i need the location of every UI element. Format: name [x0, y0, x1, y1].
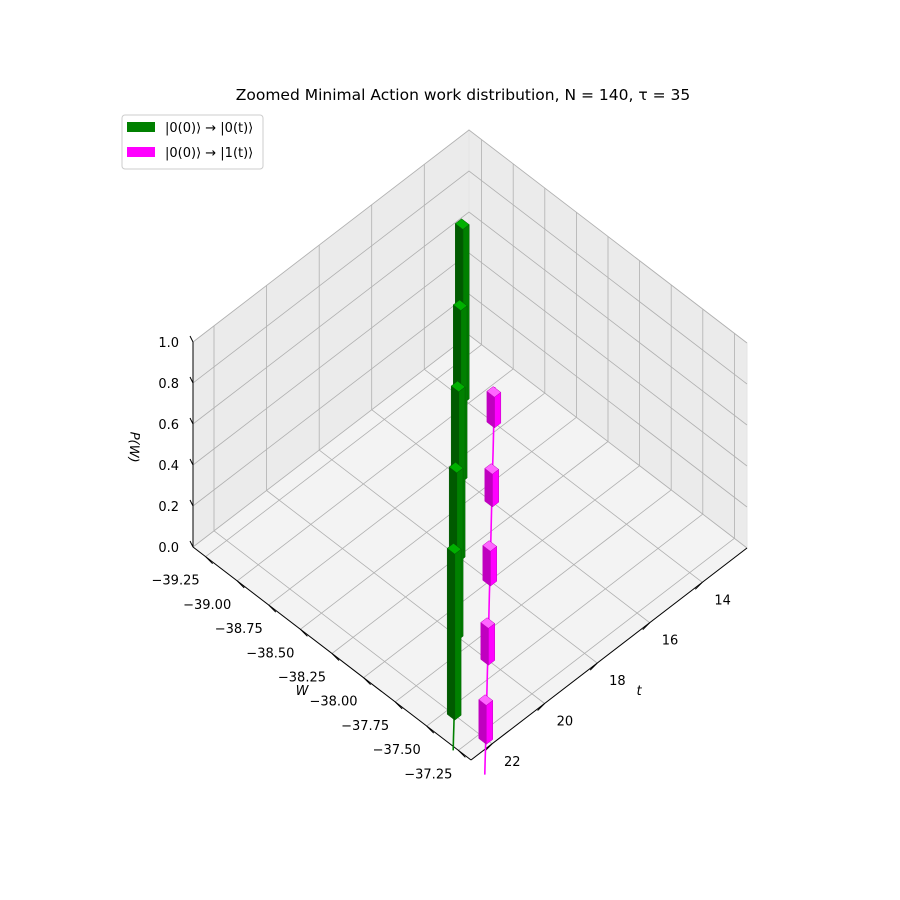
- p-tick-label: 1.0: [158, 336, 179, 351]
- z-axis-label: P(W): [125, 431, 141, 462]
- p-tick-label: 0.0: [158, 541, 179, 556]
- bar-series1-t16-front: [492, 468, 499, 508]
- p-tick-label: 0.2: [158, 500, 179, 515]
- t-tick-label: 18: [609, 674, 626, 689]
- gridline-p: [192, 170, 748, 385]
- w-tick: [331, 653, 340, 661]
- legend-swatch-excited: [127, 147, 155, 157]
- w-tick-label: −39.00: [183, 598, 231, 613]
- w-tick: [458, 749, 466, 758]
- p-tick-label: 0.8: [158, 377, 179, 392]
- t-tick: [642, 622, 651, 631]
- legend-frame: [121, 114, 264, 170]
- t-tick-label: 20: [557, 714, 574, 729]
- w-tick-label: −37.25: [404, 767, 452, 782]
- w-tick: [394, 701, 403, 710]
- bar-series1-t14-top: [486, 386, 502, 398]
- bar-series1-t20-side: [480, 621, 489, 666]
- p-tick: [189, 458, 194, 466]
- bar-series1-t16-side: [484, 467, 493, 508]
- w-tick-label: −38.75: [215, 622, 263, 637]
- bar-series0-t22-side: [446, 547, 456, 721]
- w-tick: [236, 580, 245, 589]
- w-tick: [268, 604, 277, 613]
- w-tick-label: −37.50: [373, 743, 421, 758]
- w-tick: [205, 556, 213, 565]
- axes-labels: −39.25 −39.00 −38.75 −38.50 −38.25 −38.00 −37.…: [152, 336, 731, 782]
- gridline-p: [192, 129, 748, 344]
- w-tick-label: −38.25: [278, 671, 326, 686]
- p-tick: [189, 376, 194, 384]
- t-tick: [589, 662, 598, 671]
- bar-series0-t18-top: [450, 380, 466, 393]
- t-tick-label: 22: [504, 755, 521, 770]
- t-tick-label: 16: [662, 634, 679, 649]
- w-tick-label: −39.25: [152, 574, 200, 589]
- p-tick: [189, 417, 194, 425]
- legend: |0(0)⟩ → |0(t)⟩ |0(0)⟩ → |1(t)⟩: [121, 114, 264, 170]
- y-axis-label: t: [636, 684, 642, 699]
- bar-series1-t14-front: [494, 391, 502, 429]
- legend-label-excited: |0(0)⟩ → |1(t)⟩: [165, 146, 253, 161]
- p-tick-label: 0.4: [158, 459, 179, 474]
- chart-title: Zoomed Minimal Action work distribution,…: [236, 86, 691, 104]
- t-tick-label: 14: [714, 593, 731, 608]
- w-tick: [426, 725, 435, 734]
- bar-series1-t22-top: [478, 694, 494, 706]
- bar-series1-t18-side: [482, 544, 491, 587]
- bar-series1-t22-front: [486, 699, 493, 745]
- bar-series0-t16-top: [452, 299, 468, 311]
- p-tick: [189, 499, 194, 507]
- bar-series0-t20-top: [448, 461, 464, 474]
- gridline-p: [192, 211, 748, 426]
- bar-series0-t22-top: [446, 543, 462, 555]
- x-axis-label: W: [296, 684, 310, 699]
- w-tick-label: −37.75: [341, 719, 389, 734]
- bar-series1-t14-side: [486, 390, 495, 429]
- w-tick: [363, 677, 371, 686]
- bar-series0-t14-top: [454, 218, 470, 230]
- w-tick: [300, 628, 308, 637]
- bar-series1-t20-front: [488, 622, 495, 666]
- data-marks: [446, 218, 502, 775]
- t-tick: [694, 581, 703, 590]
- bar-series1-t18-top: [482, 540, 498, 552]
- bar-series1-t16-top: [484, 463, 500, 475]
- p-tick: [189, 335, 194, 343]
- p-tick-label: 0.6: [158, 418, 179, 433]
- w-tick-label: −38.00: [309, 695, 357, 710]
- legend-swatch-ground: [127, 122, 155, 132]
- axes-lines: [189, 335, 748, 761]
- bar-series1-t22-side: [478, 699, 487, 745]
- w-tick-label: −38.50: [246, 646, 294, 661]
- bar-series1-t20-top: [480, 617, 496, 629]
- t-tick: [537, 703, 545, 711]
- bar-series1-t18-front: [490, 545, 497, 587]
- legend-label-ground: |0(0)⟩ → |0(t)⟩: [165, 121, 253, 136]
- p-tick: [189, 540, 194, 548]
- bar-series0-t22-front: [454, 548, 462, 721]
